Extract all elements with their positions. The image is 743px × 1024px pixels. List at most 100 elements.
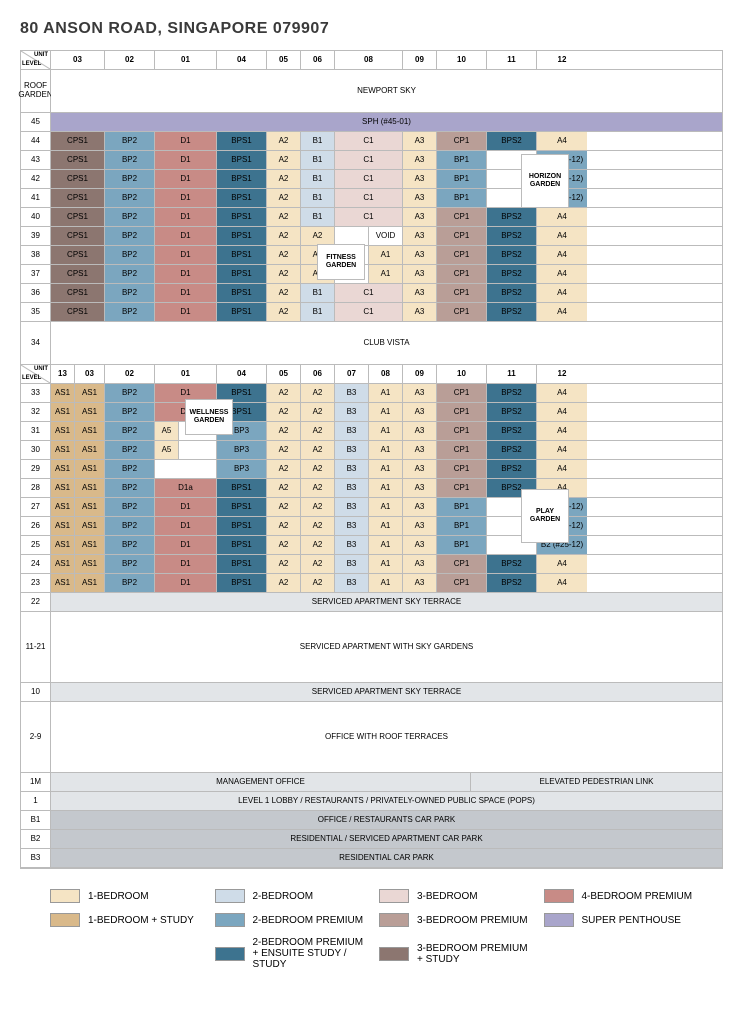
cell: BPS2 bbox=[487, 422, 537, 440]
cell: BPS2 bbox=[487, 227, 537, 245]
cell: C1 bbox=[335, 284, 403, 302]
cell: A4 bbox=[537, 403, 587, 421]
cell: 32 bbox=[21, 403, 51, 421]
cell: A3 bbox=[403, 403, 437, 421]
cell: B1 bbox=[301, 284, 335, 302]
legend-item: 1-BEDROOM + STUDY bbox=[50, 913, 200, 927]
cell bbox=[155, 460, 217, 478]
cell: B1 bbox=[301, 132, 335, 150]
cell: A3 bbox=[403, 265, 437, 283]
cell: A2 bbox=[267, 498, 301, 516]
cell: OFFICE / RESTAURANTS CAR PARK bbox=[51, 811, 722, 829]
cell: A2 bbox=[267, 384, 301, 402]
cell: AS1 bbox=[51, 517, 75, 535]
cell: 12 bbox=[537, 365, 587, 383]
cell: AS1 bbox=[75, 460, 105, 478]
cell: A4 bbox=[537, 555, 587, 573]
cell: B1 bbox=[301, 189, 335, 207]
cell: A3 bbox=[403, 422, 437, 440]
cell: 02 bbox=[105, 51, 155, 69]
cell: BP2 bbox=[105, 384, 155, 402]
cell: AS1 bbox=[51, 574, 75, 592]
cell: 29 bbox=[21, 460, 51, 478]
cell: D1 bbox=[155, 574, 217, 592]
cell: 04 bbox=[217, 365, 267, 383]
cell: BPS2 bbox=[487, 460, 537, 478]
cell: CPS1 bbox=[51, 227, 105, 245]
cell: A2 bbox=[267, 555, 301, 573]
cell: D1 bbox=[155, 265, 217, 283]
cell: A3 bbox=[403, 189, 437, 207]
cell: A4 bbox=[537, 460, 587, 478]
cell: A3 bbox=[403, 517, 437, 535]
cell: AS1 bbox=[75, 384, 105, 402]
cell: D1 bbox=[155, 517, 217, 535]
cell: BPS1 bbox=[217, 246, 267, 264]
cell: A3 bbox=[403, 441, 437, 459]
cell: AS1 bbox=[75, 517, 105, 535]
cell: B3 bbox=[335, 536, 369, 554]
cell: A4 bbox=[537, 132, 587, 150]
cell: CP1 bbox=[437, 265, 487, 283]
cell: 08 bbox=[369, 365, 403, 383]
cell: A2 bbox=[301, 479, 335, 497]
cell: 34 bbox=[21, 322, 51, 364]
cell: B1 bbox=[301, 170, 335, 188]
cell: 13 bbox=[51, 365, 75, 383]
cell: CPS1 bbox=[51, 151, 105, 169]
cell: A3 bbox=[403, 284, 437, 302]
cell: 05 bbox=[267, 365, 301, 383]
cell: BP1 bbox=[437, 151, 487, 169]
cell: A2 bbox=[267, 441, 301, 459]
cell: 26 bbox=[21, 517, 51, 535]
cell: SERVICED APARTMENT SKY TERRACE bbox=[51, 593, 722, 611]
cell: D1 bbox=[155, 132, 217, 150]
cell: A1 bbox=[369, 265, 403, 283]
cell: B3 bbox=[335, 574, 369, 592]
cell: BPS2 bbox=[487, 246, 537, 264]
garden-overlay: PLAY GARDEN bbox=[521, 489, 569, 543]
cell: 11-21 bbox=[21, 612, 51, 682]
cell: D1a bbox=[155, 479, 217, 497]
cell: A3 bbox=[403, 208, 437, 226]
cell: BPS2 bbox=[487, 303, 537, 321]
cell: BP1 bbox=[437, 189, 487, 207]
cell: MANAGEMENT OFFICE bbox=[51, 773, 471, 791]
cell: A2 bbox=[301, 536, 335, 554]
cell: A3 bbox=[403, 151, 437, 169]
cell: A2 bbox=[267, 189, 301, 207]
cell: 11 bbox=[487, 51, 537, 69]
cell: A2 bbox=[301, 517, 335, 535]
cell: BP3 bbox=[217, 460, 267, 478]
cell: D1 bbox=[155, 498, 217, 516]
cell: BPS1 bbox=[217, 189, 267, 207]
cell: B3 bbox=[335, 517, 369, 535]
cell: BP2 bbox=[105, 555, 155, 573]
legend-item: 3-BEDROOM PREMIUM + STUDY bbox=[379, 937, 529, 970]
cell: 36 bbox=[21, 284, 51, 302]
cell: BPS1 bbox=[217, 303, 267, 321]
cell: BP2 bbox=[105, 441, 155, 459]
cell: CLUB VISTA bbox=[51, 322, 722, 364]
cell: A4 bbox=[537, 574, 587, 592]
cell: BP2 bbox=[105, 265, 155, 283]
cell: 06 bbox=[301, 365, 335, 383]
cell: 37 bbox=[21, 265, 51, 283]
cell: A2 bbox=[267, 151, 301, 169]
cell: A3 bbox=[403, 536, 437, 554]
cell: AS1 bbox=[75, 555, 105, 573]
cell: RESIDENTIAL CAR PARK bbox=[51, 849, 722, 867]
legend-item: 2-BEDROOM bbox=[215, 889, 365, 903]
cell: 22 bbox=[21, 593, 51, 611]
legend-item: 2-BEDROOM PREMIUM bbox=[215, 913, 365, 927]
cell: BP2 bbox=[105, 246, 155, 264]
cell: BPS1 bbox=[217, 555, 267, 573]
cell bbox=[179, 441, 217, 459]
cell: LEVEL 1 LOBBY / RESTAURANTS / PRIVATELY-… bbox=[51, 792, 722, 810]
cell: 33 bbox=[21, 384, 51, 402]
cell: 1 bbox=[21, 792, 51, 810]
cell: C1 bbox=[335, 208, 403, 226]
cell: A2 bbox=[301, 441, 335, 459]
cell: D1 bbox=[155, 536, 217, 554]
cell: 42 bbox=[21, 170, 51, 188]
